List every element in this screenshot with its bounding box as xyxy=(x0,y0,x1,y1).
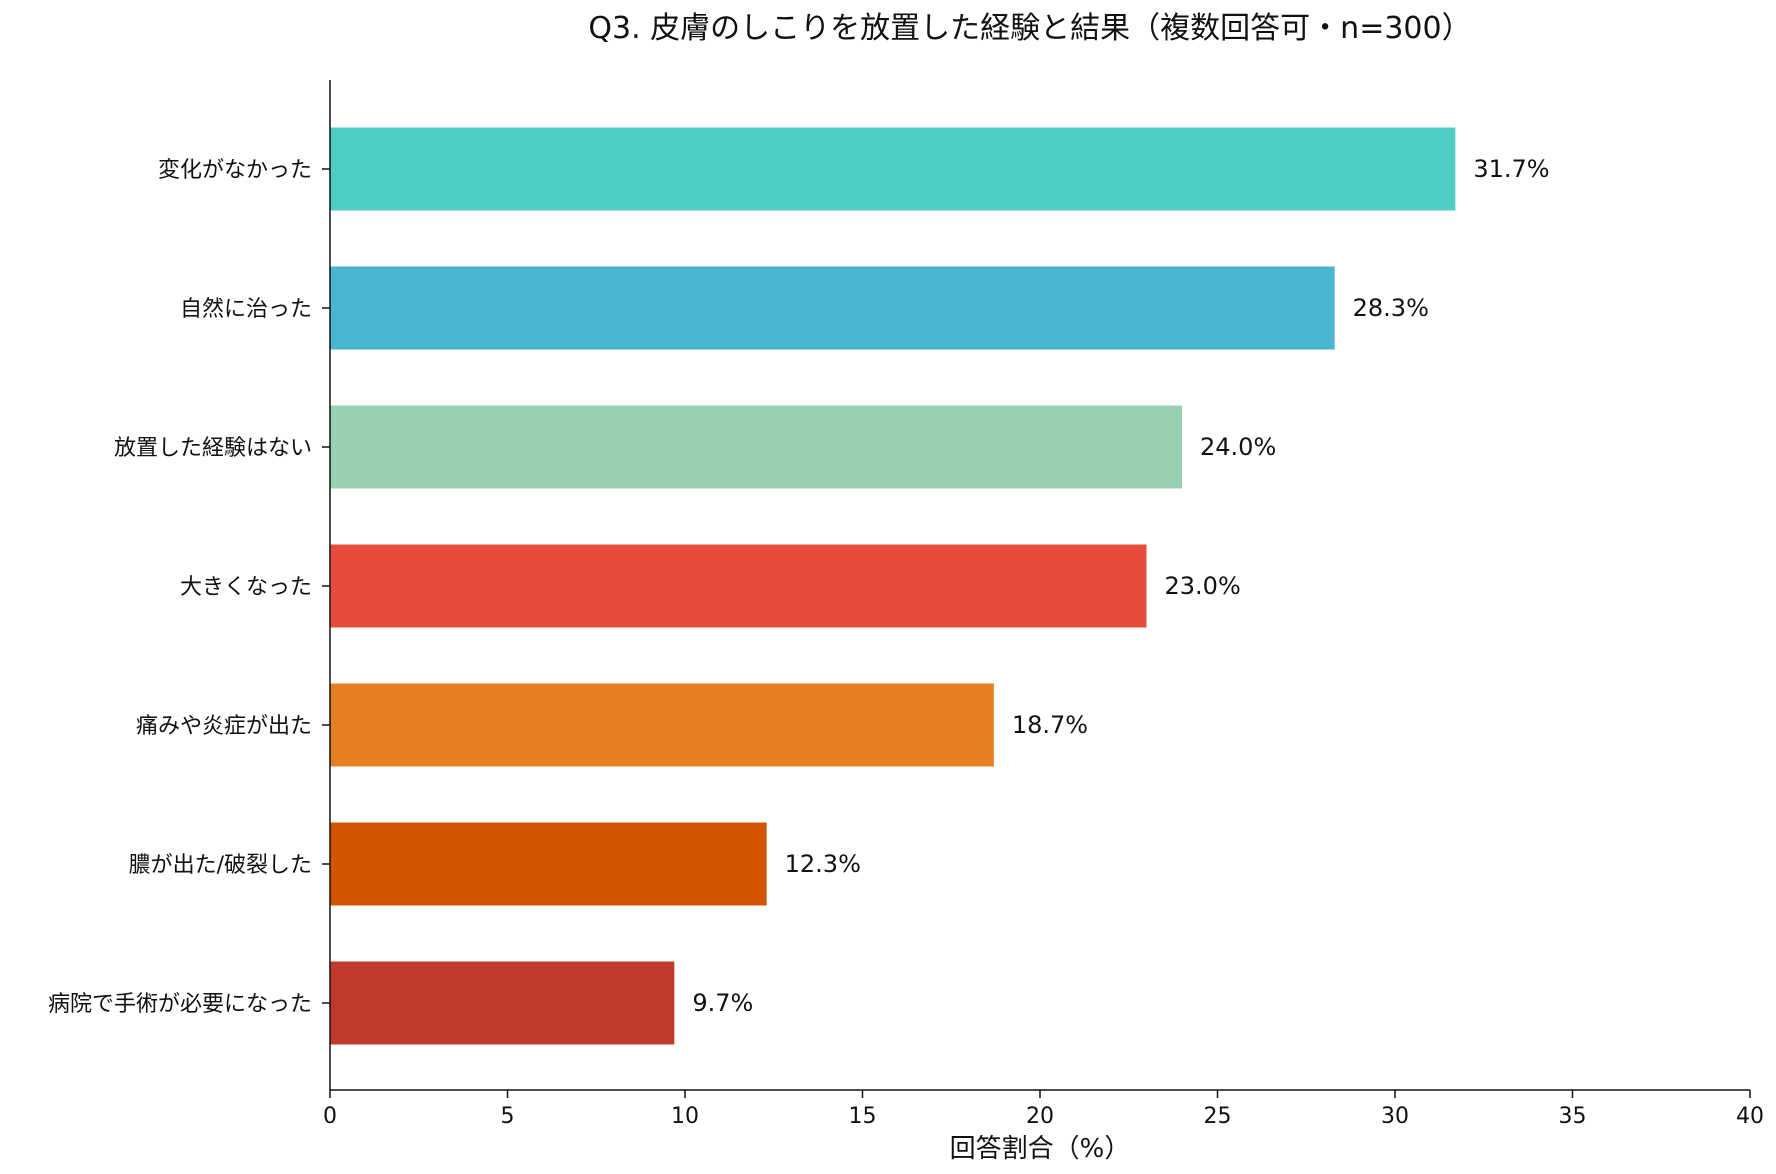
value-label-4: 23.0% xyxy=(1165,572,1241,600)
category-label-3: 放置した経験はない xyxy=(114,436,312,461)
bars-layer xyxy=(330,127,1456,1045)
x-tick-label-1: 0 xyxy=(323,1104,337,1129)
value-label-2: 28.3% xyxy=(1353,294,1429,322)
x-tick-label-4: 15 xyxy=(849,1104,877,1129)
value-label-1: 31.7% xyxy=(1473,155,1549,183)
x-tick-label-2: 5 xyxy=(501,1104,515,1129)
bar-2 xyxy=(330,266,1335,350)
bar-5 xyxy=(330,683,994,767)
category-label-1: 変化がなかった xyxy=(158,158,312,183)
x-tick-label-3: 10 xyxy=(671,1104,699,1129)
x-tick-label-9: 40 xyxy=(1736,1104,1764,1129)
bar-6 xyxy=(330,822,767,906)
x-axis-title: 回答割合（%） xyxy=(950,1134,1131,1164)
labels-layer: 変化がなかった 31.7% 自然に治った 28.3% 放置した経験はない 24.0% 大きく… xyxy=(48,155,1550,1017)
x-ticks-layer: 0 5 10 15 20 25 30 35 40 xyxy=(323,1090,1764,1129)
value-label-3: 24.0% xyxy=(1200,433,1276,461)
category-label-6: 膿が出た/破裂した xyxy=(129,853,312,878)
value-label-6: 12.3% xyxy=(785,850,861,878)
x-tick-label-6: 25 xyxy=(1204,1104,1232,1129)
value-label-5: 18.7% xyxy=(1012,711,1088,739)
bar-4 xyxy=(330,544,1147,628)
x-tick-label-5: 20 xyxy=(1026,1104,1054,1129)
category-label-5: 痛みや炎症が出た xyxy=(136,714,312,739)
bar-7 xyxy=(330,961,675,1045)
category-label-4: 大きくなった xyxy=(180,575,312,600)
bar-1 xyxy=(330,127,1456,211)
value-label-7: 9.7% xyxy=(692,989,753,1017)
x-tick-label-7: 30 xyxy=(1381,1104,1409,1129)
category-label-7: 病院で手術が必要になった xyxy=(48,992,312,1017)
bar-3 xyxy=(330,405,1182,489)
chart-title: Q3. 皮膚のしこりを放置した経験と結果（複数回答可・n=300） xyxy=(588,11,1471,46)
category-label-2: 自然に治った xyxy=(180,297,312,322)
x-tick-label-8: 35 xyxy=(1559,1104,1587,1129)
